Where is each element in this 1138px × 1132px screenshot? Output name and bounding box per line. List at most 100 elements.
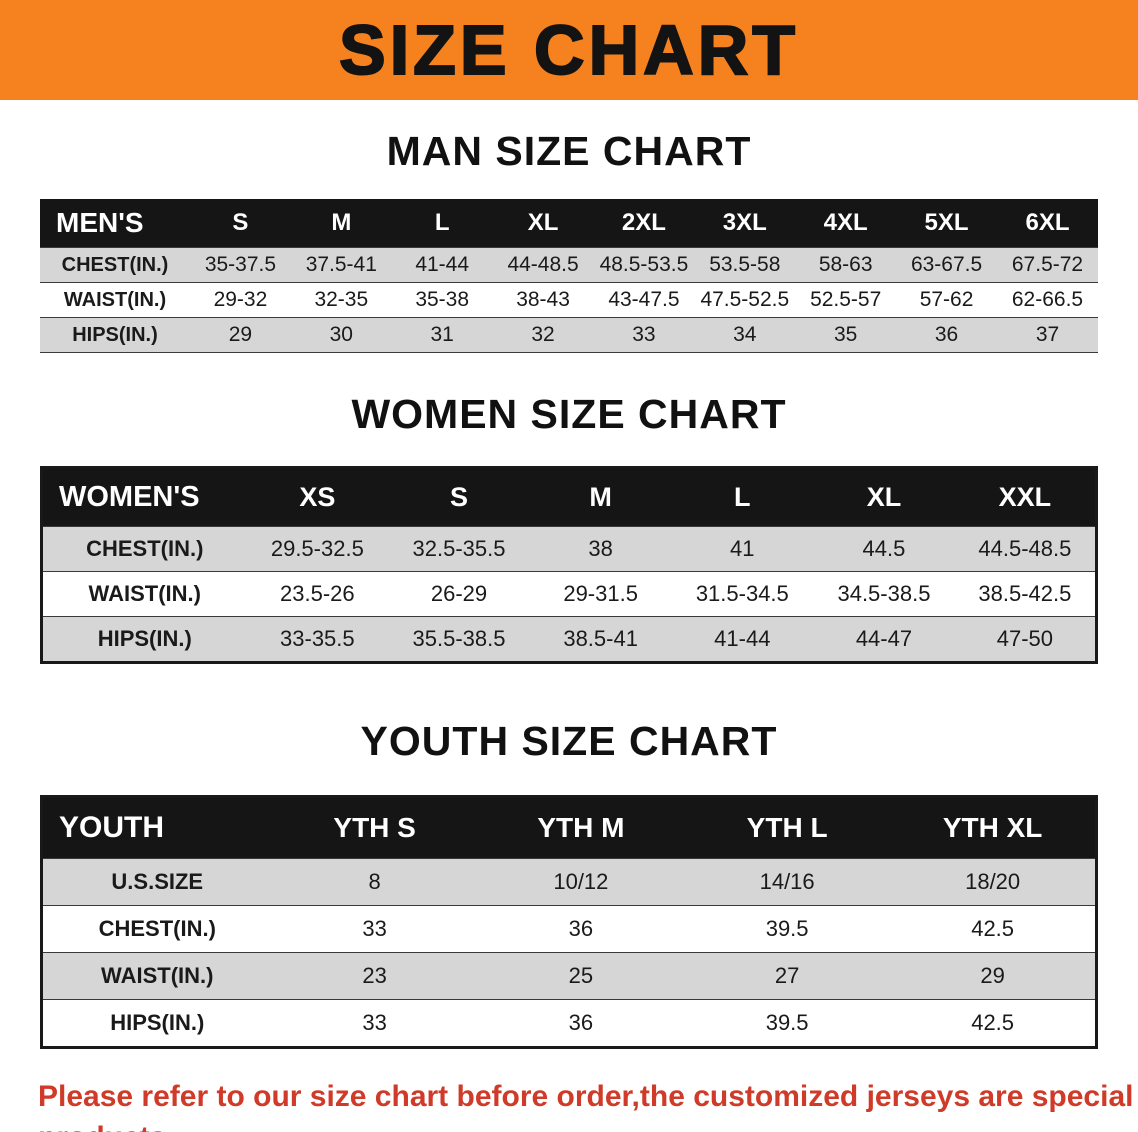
table-row: WAIST(IN.) 29-32 32-35 35-38 38-43 43-47.5 47.…: [40, 282, 1098, 318]
row-label-cell: WAIST(IN.): [40, 282, 190, 318]
disclaimer: Please refer to our size chart before or…: [38, 1077, 1138, 1132]
size-header-cell: S: [388, 467, 530, 527]
value-cell: 32.5-35.5: [388, 526, 530, 572]
value-cell: 47.5-52.5: [694, 282, 796, 318]
value-cell: 8: [271, 858, 478, 906]
value-cell: 18/20: [890, 858, 1097, 906]
value-cell: 44-48.5: [492, 247, 594, 283]
women-size-table: WOMEN'S XS S M L XL XXL CHEST(IN.) 29.5-32.5 32.5…: [40, 466, 1098, 664]
value-cell: 32-35: [290, 282, 392, 318]
value-cell: 62-66.5: [997, 282, 1098, 318]
value-cell: 39.5: [684, 905, 891, 953]
value-cell: 37.5-41: [290, 247, 392, 283]
table-row: HIPS(IN.) 33-35.5 35.5-38.5 38.5-41 41-44 44-…: [41, 616, 1097, 663]
value-cell: 14/16: [684, 858, 891, 906]
value-cell: 35-37.5: [190, 247, 291, 283]
size-header-cell: XXL: [954, 467, 1097, 527]
row-label-cell: HIPS(IN.): [41, 999, 272, 1048]
value-cell: 31: [391, 317, 493, 353]
value-cell: 39.5: [684, 999, 891, 1048]
men-size-section: MAN SIZE CHART MEN'S S M L XL 2XL 3XL 4XL 5XL 6XL…: [0, 128, 1138, 353]
size-header-cell: 6XL: [997, 199, 1098, 248]
table-row: WAIST(IN.) 23 25 27 29: [41, 952, 1097, 1000]
value-cell: 35-38: [391, 282, 493, 318]
table-row: WAIST(IN.) 23.5-26 26-29 29-31.5 31.5-34.5 34…: [41, 571, 1097, 617]
value-cell: 52.5-57: [795, 282, 897, 318]
banner: SIZE CHART: [0, 0, 1138, 100]
value-cell: 25: [477, 952, 684, 1000]
value-cell: 29.5-32.5: [246, 526, 389, 572]
value-cell: 67.5-72: [997, 247, 1098, 283]
value-cell: 47-50: [954, 616, 1097, 663]
row-label-cell: WAIST(IN.): [41, 571, 247, 617]
value-cell: 23.5-26: [246, 571, 389, 617]
value-cell: 37: [997, 317, 1098, 353]
value-cell: 32: [492, 317, 594, 353]
banner-title: SIZE CHART: [338, 10, 799, 90]
value-cell: 42.5: [890, 905, 1097, 953]
table-row: CHEST(IN.) 29.5-32.5 32.5-35.5 38 41 44.5 44.5…: [41, 526, 1097, 572]
size-header-cell: L: [391, 199, 493, 248]
row-label-cell: CHEST(IN.): [40, 247, 190, 283]
value-cell: 42.5: [890, 999, 1097, 1048]
value-cell: 29: [890, 952, 1097, 1000]
table-row: CHEST(IN.) 35-37.5 37.5-41 41-44 44-48.5 48.5…: [40, 247, 1098, 283]
value-cell: 35: [795, 317, 897, 353]
value-cell: 23: [271, 952, 478, 1000]
size-header-cell: YTH S: [271, 796, 478, 859]
value-cell: 38: [529, 526, 672, 572]
size-header-cell: M: [290, 199, 392, 248]
youth-size-table: YOUTH YTH S YTH M YTH L YTH XL U.S.SIZE 8 10/12…: [40, 795, 1098, 1049]
table-header-row: WOMEN'S XS S M L XL XXL: [41, 467, 1097, 527]
value-cell: 33-35.5: [246, 616, 389, 663]
table-title-cell: YOUTH: [41, 796, 272, 859]
size-header-cell: YTH XL: [890, 796, 1097, 859]
row-label-cell: CHEST(IN.): [41, 526, 247, 572]
value-cell: 41-44: [671, 616, 814, 663]
size-header-cell: 2XL: [593, 199, 695, 248]
value-cell: 29-32: [190, 282, 291, 318]
row-label-cell: HIPS(IN.): [40, 317, 190, 353]
row-label-cell: HIPS(IN.): [41, 616, 247, 663]
youth-section-heading: YOUTH SIZE CHART: [360, 718, 778, 764]
value-cell: 30: [290, 317, 392, 353]
table-title-cell: WOMEN'S: [41, 467, 247, 527]
size-header-cell: 5XL: [896, 199, 997, 248]
men-size-table: MEN'S S M L XL 2XL 3XL 4XL 5XL 6XL CHEST(IN.) 35-37…: [40, 199, 1098, 353]
size-header-cell: L: [671, 467, 814, 527]
value-cell: 57-62: [896, 282, 997, 318]
table-row: HIPS(IN.) 33 36 39.5 42.5: [41, 999, 1097, 1048]
disclaimer-line-1: Please refer to our size chart before or…: [38, 1080, 1134, 1132]
size-header-cell: M: [529, 467, 672, 527]
value-cell: 31.5-34.5: [671, 571, 814, 617]
value-cell: 29: [190, 317, 291, 353]
table-title-cell: MEN'S: [40, 199, 190, 248]
table-row: U.S.SIZE 8 10/12 14/16 18/20: [41, 858, 1097, 906]
value-cell: 36: [477, 999, 684, 1048]
value-cell: 43-47.5: [593, 282, 695, 318]
value-cell: 36: [896, 317, 997, 353]
women-section-heading: WOMEN SIZE CHART: [351, 391, 787, 437]
row-label-cell: CHEST(IN.): [41, 905, 272, 953]
value-cell: 38.5-42.5: [954, 571, 1097, 617]
value-cell: 53.5-58: [694, 247, 796, 283]
value-cell: 33: [271, 999, 478, 1048]
table-header-row: YOUTH YTH S YTH M YTH L YTH XL: [41, 796, 1097, 859]
women-size-section: WOMEN SIZE CHART WOMEN'S XS S M L XL XXL CHEST(…: [0, 391, 1138, 664]
size-header-cell: S: [190, 199, 291, 248]
size-header-cell: YTH M: [477, 796, 684, 859]
value-cell: 27: [684, 952, 891, 1000]
men-section-heading: MAN SIZE CHART: [386, 128, 752, 174]
size-header-cell: XL: [492, 199, 594, 248]
value-cell: 44.5: [813, 526, 955, 572]
value-cell: 41: [671, 526, 814, 572]
value-cell: 29-31.5: [529, 571, 672, 617]
value-cell: 34: [694, 317, 796, 353]
size-header-cell: XL: [813, 467, 955, 527]
value-cell: 41-44: [391, 247, 493, 283]
row-label-cell: U.S.SIZE: [41, 858, 272, 906]
value-cell: 33: [271, 905, 478, 953]
value-cell: 33: [593, 317, 695, 353]
value-cell: 58-63: [795, 247, 897, 283]
